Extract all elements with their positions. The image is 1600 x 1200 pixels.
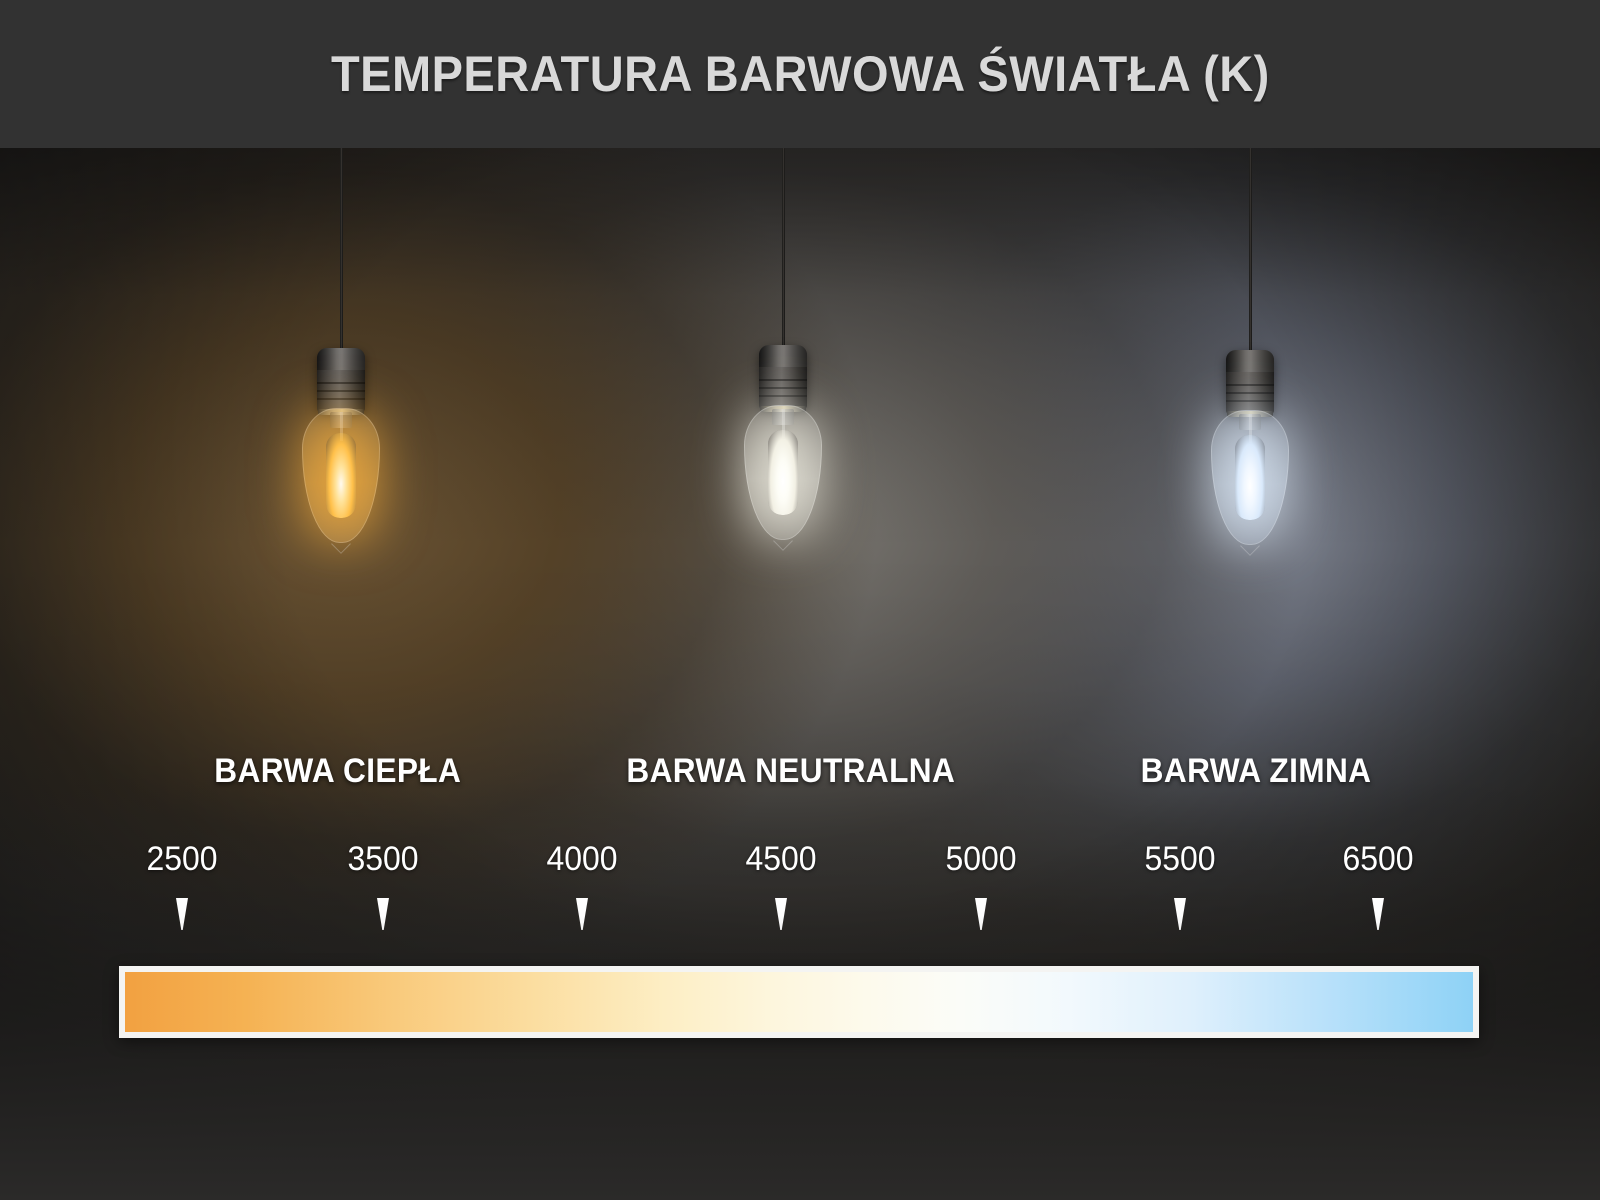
lamp-cord-cool	[1248, 148, 1252, 352]
lamp-socket-cool	[1226, 350, 1274, 417]
category-label-neutral: BARWA NEUTRALNA	[626, 752, 956, 790]
category-label-cool: BARWA ZIMNA	[1140, 752, 1372, 790]
socket-cap-icon	[317, 348, 365, 370]
page-title: TEMPERATURA BARWOWA ŚWIATŁA (K)	[330, 46, 1270, 102]
tick-value-5000: 5000	[945, 840, 1017, 878]
lamp-cord-neutral	[781, 148, 785, 347]
socket-ring-icon	[759, 379, 807, 381]
socket-cap-icon	[1226, 350, 1274, 372]
tick-value-6500: 6500	[1342, 840, 1414, 878]
socket-cap-icon	[759, 345, 807, 367]
filament-neutral	[768, 429, 798, 516]
lamp-socket-neutral	[759, 345, 807, 412]
tick-value-4500: 4500	[745, 840, 817, 878]
filament-cool	[1235, 434, 1265, 521]
vignette-overlay	[0, 148, 1600, 1200]
socket-ring-icon	[1226, 384, 1274, 386]
header-bar: TEMPERATURA BARWOWA ŚWIATŁA (K)	[0, 0, 1600, 148]
tick-value-4000: 4000	[546, 840, 618, 878]
wall-scene	[0, 148, 1600, 1200]
tick-value-3500: 3500	[347, 840, 419, 878]
socket-ring-icon	[759, 395, 807, 397]
color-temperature-gradient-bar	[119, 966, 1479, 1038]
socket-ring-icon	[759, 387, 807, 389]
lamp-socket-warm	[317, 348, 365, 415]
socket-ring-icon	[1226, 392, 1274, 394]
socket-ring-icon	[1226, 400, 1274, 402]
socket-ring-icon	[317, 398, 365, 400]
tick-value-2500: 2500	[146, 840, 218, 878]
filament-warm	[326, 432, 356, 519]
tick-value-5500: 5500	[1144, 840, 1216, 878]
lamp-cord-warm	[339, 148, 343, 350]
socket-ring-icon	[317, 390, 365, 392]
socket-ring-icon	[317, 382, 365, 384]
category-label-warm: BARWA CIEPŁA	[214, 752, 462, 790]
